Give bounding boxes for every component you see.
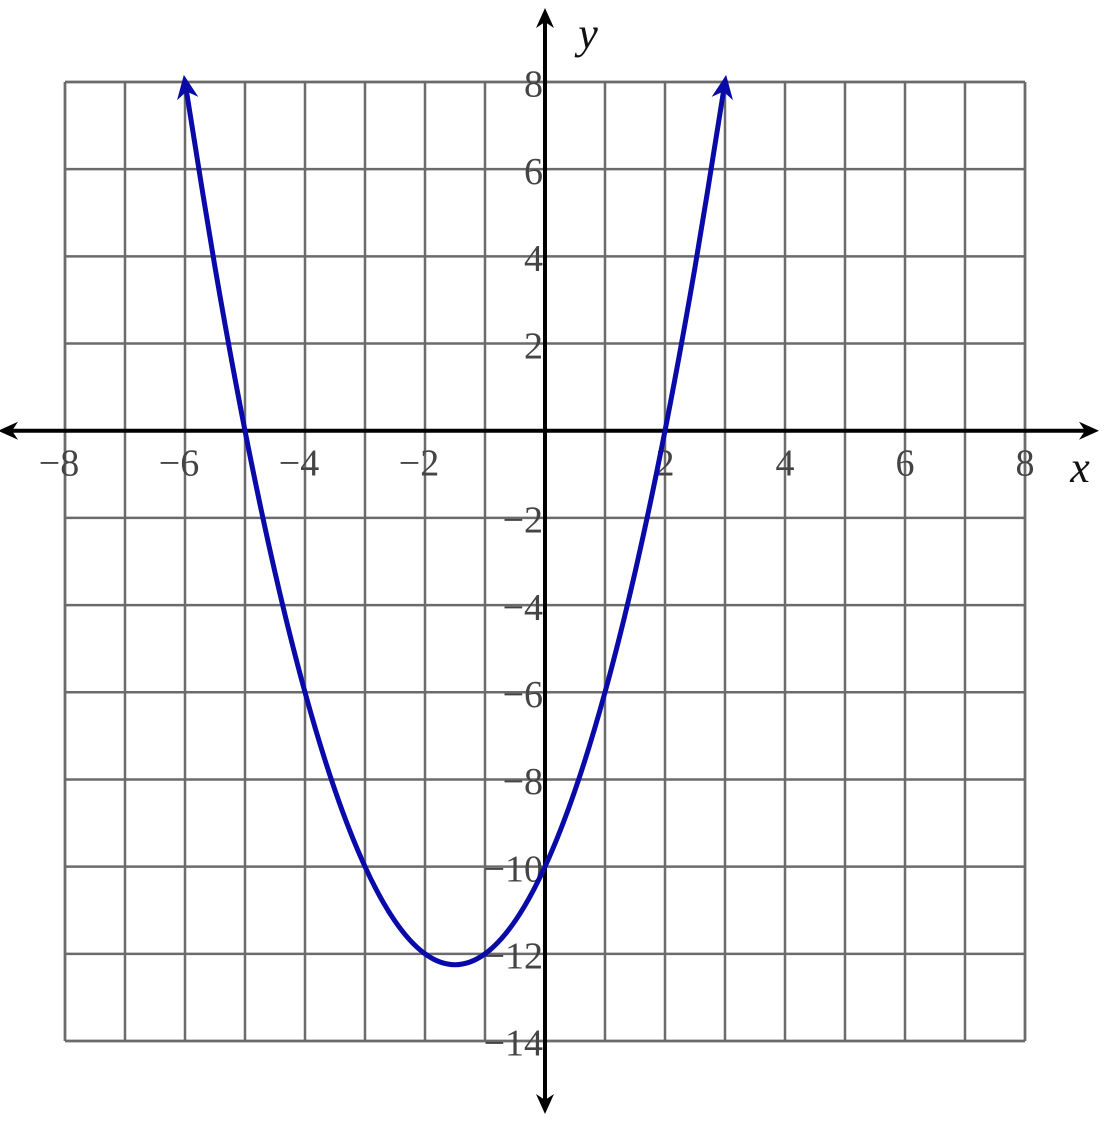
y-tick-label: 2	[524, 325, 543, 367]
y-tick-label: 8	[524, 64, 543, 106]
x-tick-label: −8	[39, 442, 79, 484]
x-axis-label: x	[1069, 443, 1090, 492]
y-tick-label: −4	[503, 587, 543, 629]
plot	[177, 74, 733, 968]
curve	[177, 74, 733, 968]
x-tick-label: 8	[1016, 442, 1035, 484]
x-tick-label: −4	[279, 442, 319, 484]
y-tick-label: −8	[503, 761, 543, 803]
y-tick-label: 6	[524, 151, 543, 193]
x-tick-label: 6	[896, 442, 915, 484]
y-tick-label: −6	[503, 674, 543, 716]
y-tick-label: 4	[524, 238, 543, 280]
y-tick-label: −14	[484, 1023, 543, 1065]
x-tick-label: 4	[776, 442, 795, 484]
y-axis-label: y	[574, 9, 598, 58]
y-tick-label: −10	[484, 848, 543, 890]
y-tick-label: −12	[484, 936, 543, 978]
y-tick-label: −2	[503, 500, 543, 542]
axes	[0, 8, 1099, 1114]
x-tick-label: −6	[159, 442, 199, 484]
x-tick-label: −2	[399, 442, 439, 484]
